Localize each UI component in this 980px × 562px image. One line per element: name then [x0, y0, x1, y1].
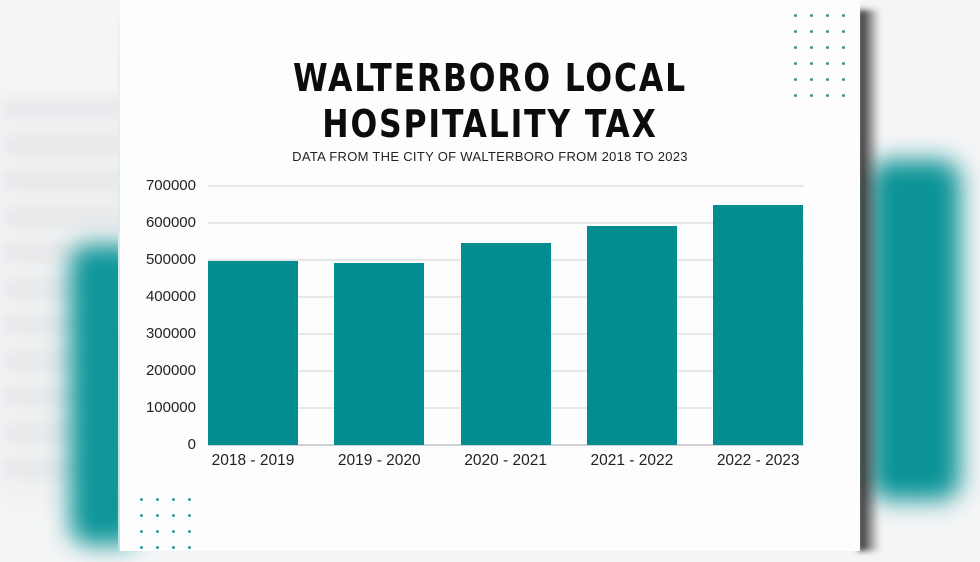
bar-2020-2021 — [460, 243, 551, 445]
bar-2022-2023 — [713, 205, 804, 445]
card-shadow — [858, 10, 880, 551]
bar-2018-2019 — [208, 261, 298, 445]
y-axis-tick-label: 500000 — [145, 251, 196, 268]
x-axis-tick-label: 2022 - 2023 — [716, 452, 800, 469]
x-axis-tick-label: 2019 - 2020 — [337, 452, 421, 469]
y-axis-tick-label: 300000 — [145, 325, 196, 342]
chart-title-line2: HOSPITALITY TAX — [322, 102, 658, 146]
decorative-dots-icon — [794, 14, 858, 110]
card-edge — [118, 20, 120, 551]
chart-subtitle: DATA FROM THE CITY OF WALTERBORO FROM 20… — [292, 149, 688, 164]
chart-card: WALTERBORO LOCAL HOSPITALITY TAX DATA FR… — [120, 0, 860, 551]
y-axis-tick-label: 0 — [187, 436, 196, 453]
bar-2019-2020 — [334, 262, 425, 445]
y-axis-tick-label: 700000 — [145, 177, 196, 194]
chart-title-line1: WALTERBORO LOCAL — [293, 56, 687, 100]
bar-2021-2022 — [586, 226, 677, 445]
y-axis-tick-label: 400000 — [145, 288, 196, 305]
x-axis-tick-label: 2018 - 2019 — [211, 452, 295, 469]
gridline — [208, 222, 804, 224]
y-axis-tick-label: 200000 — [145, 362, 196, 379]
x-axis-tick-label: 2020 - 2021 — [464, 452, 547, 469]
gridline — [208, 185, 804, 187]
x-axis-line — [208, 444, 804, 446]
y-axis-tick-label: 100000 — [145, 399, 196, 416]
y-axis-tick-label: 600000 — [145, 214, 196, 231]
blurred-background-teal-right — [870, 160, 960, 500]
x-axis-tick-label: 2021 - 2022 — [590, 452, 674, 469]
decorative-dots-icon — [140, 498, 204, 562]
